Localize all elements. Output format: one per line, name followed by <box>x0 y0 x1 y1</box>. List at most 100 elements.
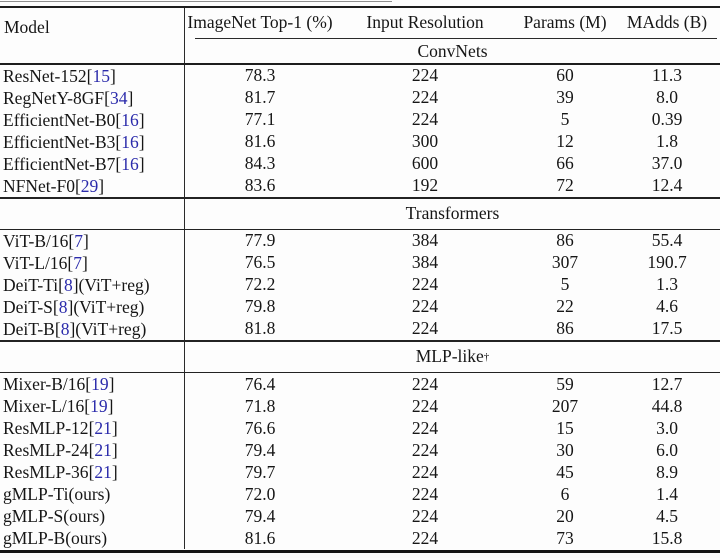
section-label: Transformers <box>405 203 500 224</box>
model-name: ResNet-152 <box>3 65 87 86</box>
params-cell: 5 <box>560 109 570 130</box>
citation-link[interactable]: 19 <box>90 395 108 416</box>
model-suffix: (ours) <box>68 483 111 504</box>
resolution-cell: 224 <box>411 439 439 460</box>
table-body: ConvNets ResNet-152 [15] 78.3 224 60 11.3 RegN… <box>0 39 720 553</box>
metrics-header-wrap: ImageNet Top-1 (%) Input Resolution Para… <box>185 8 720 39</box>
table-row: DeiT-Ti [8] (ViT+reg) 72.2 224 5 1.3 <box>0 274 720 297</box>
citation-bracket-close: ] <box>72 274 79 295</box>
citation-bracket-open: [ <box>104 87 110 108</box>
params-cell: 60 <box>556 65 574 86</box>
section-label: ConvNets <box>417 40 488 61</box>
citation-link[interactable]: 19 <box>91 373 109 394</box>
resolution-cell: 224 <box>411 318 439 339</box>
metrics-cells: 81.6 300 12 1.8 <box>185 131 720 153</box>
model-column-header: Model <box>4 17 50 37</box>
section-label-wrap: ConvNets <box>185 39 720 63</box>
model-cell: NFNet-F0 [29] <box>0 175 185 197</box>
model-cell: RegNetY-8GF [34] <box>0 87 185 109</box>
madds-cell: 1.8 <box>656 131 678 152</box>
model-suffix: (ViT+reg) <box>78 274 150 295</box>
top1-cell: 71.8 <box>244 395 276 416</box>
citation-link[interactable]: 16 <box>121 131 139 152</box>
citation-bracket-open: [ <box>88 417 95 438</box>
params-cell: 307 <box>551 252 579 273</box>
model-name: NFNet-F0 <box>3 175 75 196</box>
citation-link[interactable]: 16 <box>121 109 139 130</box>
top1-column-header: ImageNet Top-1 (%) <box>187 11 333 32</box>
table-row: DeiT-B [8] (ViT+reg) 81.8 224 86 17.5 <box>0 318 720 341</box>
citation-link[interactable]: 7 <box>74 230 83 251</box>
model-cell: ViT-B/16 [7] <box>0 230 185 253</box>
resolution-column-header: Input Resolution <box>366 11 484 32</box>
citation-bracket-open: [ <box>88 461 95 482</box>
madds-cell: 17.5 <box>651 318 683 339</box>
citation-link[interactable]: 15 <box>92 65 110 86</box>
metrics-cells: 81.7 224 39 8.0 <box>185 87 720 109</box>
resolution-cell: 384 <box>411 252 439 273</box>
metrics-cells: 76.5 384 307 190.7 <box>185 252 720 274</box>
model-cell: gMLP-B (ours) <box>0 527 185 550</box>
citation-link[interactable]: 29 <box>80 175 99 196</box>
model-cell: Mixer-B/16 [19] <box>0 373 185 396</box>
citation-bracket-close: ] <box>82 230 89 251</box>
top-rule <box>0 6 720 8</box>
citation-link[interactable]: 8 <box>63 274 73 295</box>
metrics-cells: 79.4 224 20 4.5 <box>185 505 720 527</box>
madds-cell: 4.5 <box>656 505 678 526</box>
top1-cell: 77.1 <box>244 109 276 130</box>
madds-cell: 8.9 <box>656 461 678 482</box>
table-row: ResMLP-24 [21] 79.4 224 30 6.0 <box>0 439 720 462</box>
citation-link[interactable]: 16 <box>121 153 139 174</box>
params-cell: 39 <box>556 87 574 108</box>
citation-link[interactable]: 21 <box>94 461 112 482</box>
model-name: gMLP-Ti <box>3 483 69 504</box>
top1-cell: 81.6 <box>244 131 276 152</box>
metrics-cells: 84.3 600 66 37.0 <box>185 153 720 175</box>
top1-cell: 72.0 <box>244 483 276 504</box>
table-row: gMLP-S (ours) 79.4 224 20 4.5 <box>0 505 720 528</box>
metrics-cells: 72.0 224 6 1.4 <box>185 483 720 505</box>
citation-link[interactable]: 21 <box>94 439 112 460</box>
table-row: EfficientNet-B3 [16] 81.6 300 12 1.8 <box>0 131 720 153</box>
madds-cell: 44.8 <box>651 395 683 416</box>
citation-bracket-open: [ <box>54 318 61 339</box>
top1-cell: 79.4 <box>244 439 276 460</box>
params-cell: 6 <box>560 483 570 504</box>
params-cell: 72 <box>556 175 574 196</box>
metrics-cells: 79.4 224 30 6.0 <box>185 439 720 461</box>
model-cell: EfficientNet-B3 [16] <box>0 131 185 153</box>
model-name: ViT-L/16 <box>3 252 68 273</box>
citation-bracket-open: [ <box>74 175 81 196</box>
top1-cell: 76.5 <box>244 252 276 273</box>
table-row: EfficientNet-B0 [16] 77.1 224 5 0.39 <box>0 109 720 131</box>
model-name: EfficientNet-B3 <box>3 131 116 152</box>
metrics-cells: 81.6 224 73 15.8 <box>185 527 720 549</box>
model-name: ResMLP-24 <box>3 439 89 460</box>
citation-bracket-open: [ <box>52 296 59 317</box>
section-label-wrap: Transformers <box>185 199 720 229</box>
model-suffix: (ViT+reg) <box>75 318 147 339</box>
top1-cell: 81.6 <box>244 527 276 548</box>
citation-bracket-close: ] <box>107 395 114 416</box>
citation-link[interactable]: 8 <box>60 318 70 339</box>
citation-bracket-close: ] <box>127 87 134 108</box>
citation-bracket-close: ] <box>138 153 145 174</box>
resolution-cell: 224 <box>411 505 439 526</box>
table-row: Mixer-L/16 [19] 71.8 224 207 44.8 <box>0 395 720 418</box>
params-cell: 30 <box>556 439 574 460</box>
metrics-cells: 83.6 192 72 12.4 <box>185 175 720 197</box>
citation-link[interactable]: 34 <box>109 87 128 108</box>
citation-link[interactable]: 21 <box>94 417 112 438</box>
table-row: DeiT-S [8] (ViT+reg) 79.8 224 22 4.6 <box>0 296 720 319</box>
top1-cell: 78.3 <box>244 65 276 86</box>
citation-link[interactable]: 8 <box>58 296 68 317</box>
params-cell: 207 <box>551 395 579 416</box>
citation-bracket-open: [ <box>67 252 74 273</box>
citation-link[interactable]: 7 <box>73 252 82 273</box>
madds-cell: 3.0 <box>656 417 678 438</box>
table-row: EfficientNet-B7 [16] 84.3 600 66 37.0 <box>0 153 720 175</box>
section-rule <box>0 197 720 199</box>
model-name: EfficientNet-B7 <box>3 153 116 174</box>
madds-cell: 6.0 <box>656 439 678 460</box>
